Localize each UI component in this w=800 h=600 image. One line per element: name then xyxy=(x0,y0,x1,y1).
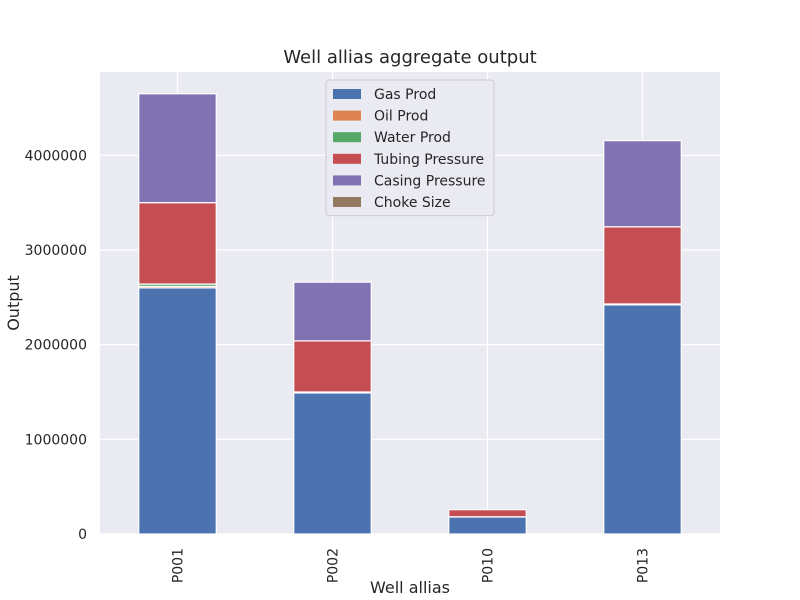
bar-segment xyxy=(138,287,217,535)
legend: Gas Prod Oil Prod Water Prod Tubing Pressur… xyxy=(325,79,495,217)
x-axis-ticks: P001 P002 P010 P013 xyxy=(171,548,652,583)
y-axis-label: Output xyxy=(4,275,23,331)
y-tick-label: 2000000 xyxy=(25,338,87,354)
legend-swatch xyxy=(333,89,361,99)
legend-label: Oil Prod xyxy=(374,109,428,125)
legend-swatch xyxy=(333,153,361,164)
bar-segment xyxy=(603,140,682,228)
y-tick-label: 4000000 xyxy=(25,148,87,164)
bars xyxy=(138,93,682,535)
legend-label: Casing Pressure xyxy=(374,173,486,189)
bar-segment xyxy=(138,93,217,204)
legend-label: Water Prod xyxy=(374,130,451,146)
x-axis-label: Well allias xyxy=(370,578,450,597)
chart-title: Well allias aggregate output xyxy=(283,47,536,68)
legend-label: Choke Size xyxy=(374,195,451,211)
legend-swatch xyxy=(333,132,361,143)
bar-segment xyxy=(293,340,372,393)
legend-box xyxy=(325,79,495,217)
legend-swatch xyxy=(333,197,361,207)
bar-segment xyxy=(603,226,682,305)
bar-segment xyxy=(448,509,527,518)
legend-swatch xyxy=(333,175,361,186)
legend-label: Gas Prod xyxy=(374,87,436,103)
y-tick-label: 1000000 xyxy=(25,432,87,448)
bar-segment xyxy=(293,392,372,535)
legend-label: Tubing Pressure xyxy=(373,152,484,168)
y-tick-label: 0 xyxy=(78,527,87,543)
x-tick-label: P013 xyxy=(636,548,652,583)
legend-swatch xyxy=(333,110,361,121)
x-tick-label: P010 xyxy=(481,548,497,583)
x-tick-label: P002 xyxy=(326,548,342,583)
bar-segment xyxy=(448,516,527,535)
bar-segment xyxy=(293,281,372,342)
bar-segment xyxy=(603,304,682,535)
y-tick-label: 3000000 xyxy=(25,243,87,259)
y-axis-ticks: 0 1000000 2000000 3000000 4000000 xyxy=(25,148,87,543)
bar-segment xyxy=(138,202,217,285)
x-tick-label: P001 xyxy=(171,548,187,583)
